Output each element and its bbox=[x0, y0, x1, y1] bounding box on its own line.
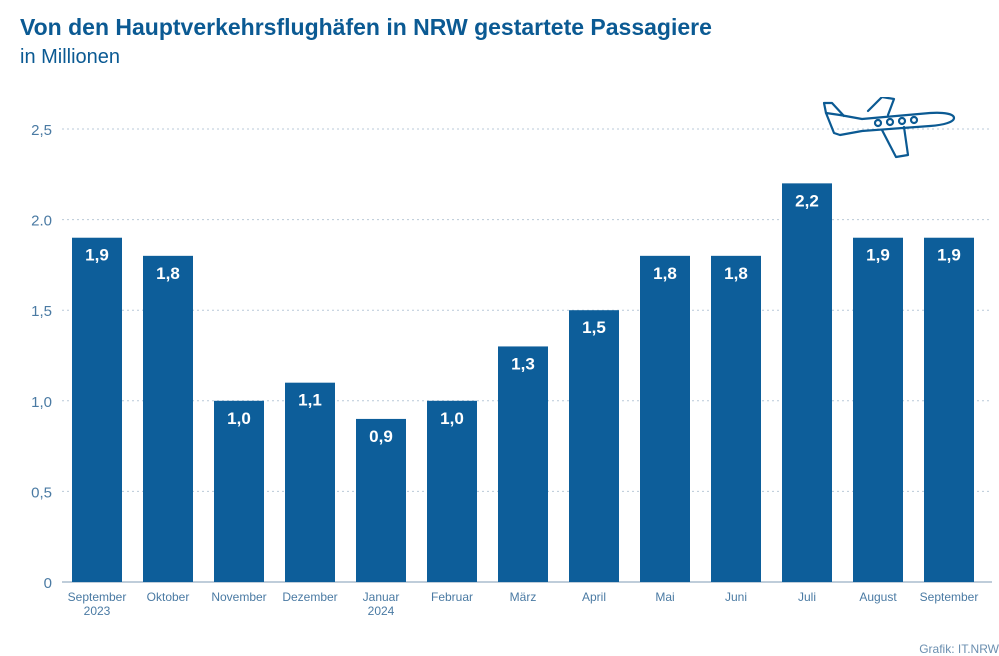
x-tick-label: 2023 bbox=[84, 604, 111, 618]
x-tick-label: Mai bbox=[655, 590, 674, 604]
bar-value-label: 2,2 bbox=[795, 191, 819, 210]
y-tick-label: 1,0 bbox=[31, 394, 52, 411]
x-tick-label: März bbox=[510, 590, 537, 604]
bar bbox=[72, 237, 122, 582]
bar-value-label: 1,9 bbox=[85, 246, 109, 265]
x-tick-label: Juni bbox=[725, 590, 747, 604]
x-tick-label: 2024 bbox=[368, 604, 395, 618]
bar-value-label: 1,1 bbox=[298, 391, 322, 410]
x-tick-label: September bbox=[68, 590, 127, 604]
chart-subtitle: in Millionen bbox=[20, 46, 121, 68]
bar-value-label: 1,8 bbox=[156, 264, 180, 283]
bar bbox=[285, 382, 335, 582]
y-tick-label: 0,5 bbox=[31, 484, 52, 501]
bar-value-label: 1,0 bbox=[440, 409, 464, 428]
x-tick-label: Dezember bbox=[282, 590, 337, 604]
bar bbox=[569, 310, 619, 582]
bar bbox=[782, 183, 832, 583]
bar bbox=[853, 237, 903, 582]
bar bbox=[924, 237, 974, 582]
x-tick-label: September bbox=[920, 590, 979, 604]
bar bbox=[356, 418, 406, 582]
x-tick-label: Februar bbox=[431, 590, 473, 604]
bar-value-label: 1,0 bbox=[227, 409, 251, 428]
bar-value-label: 0,9 bbox=[369, 427, 393, 446]
bar bbox=[214, 400, 264, 582]
x-tick-label: Januar bbox=[363, 590, 400, 604]
bar-value-label: 1,3 bbox=[511, 354, 535, 373]
bar bbox=[143, 255, 193, 582]
bar-value-label: 1,8 bbox=[653, 264, 677, 283]
x-tick-label: August bbox=[859, 590, 897, 604]
chart-title: Von den Hauptverkehrsflughäfen in NRW ge… bbox=[20, 14, 712, 40]
y-tick-label: 1,5 bbox=[31, 303, 52, 320]
bar bbox=[427, 400, 477, 582]
airplane-icon bbox=[822, 97, 956, 159]
bar-value-label: 1,5 bbox=[582, 318, 606, 337]
x-tick-label: April bbox=[582, 590, 606, 604]
x-tick-label: Juli bbox=[798, 590, 816, 604]
y-tick-label: 0 bbox=[44, 575, 52, 592]
x-tick-label: November bbox=[211, 590, 266, 604]
bar bbox=[640, 255, 690, 582]
source-credit: Grafik: IT.NRW bbox=[919, 642, 999, 656]
y-tick-label: 2,5 bbox=[31, 122, 52, 139]
bar bbox=[498, 346, 548, 582]
bar-value-label: 1,9 bbox=[866, 246, 890, 265]
y-tick-label: 2.0 bbox=[31, 213, 52, 230]
x-tick-label: Oktober bbox=[147, 590, 190, 604]
bar-value-label: 1,8 bbox=[724, 264, 748, 283]
bar-value-label: 1,9 bbox=[937, 246, 961, 265]
bar bbox=[711, 255, 761, 582]
